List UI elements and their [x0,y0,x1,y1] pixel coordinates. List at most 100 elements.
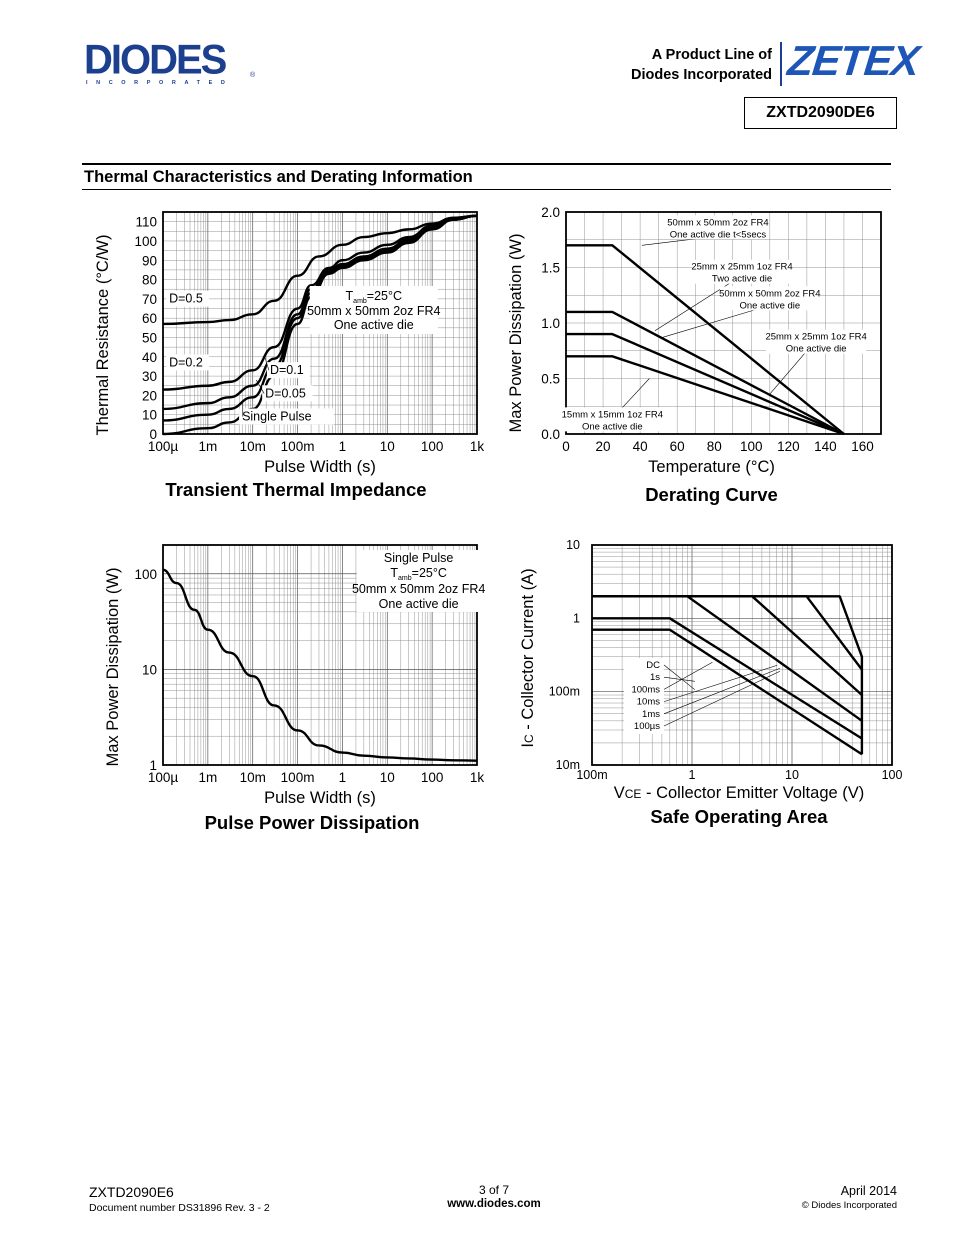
y-tick-label: 100 [134,234,157,249]
y-tick-label: 10 [142,662,157,677]
y-tick-label: 70 [142,292,157,307]
y-axis-label-i: I [519,743,537,748]
y-tick-label: 10 [142,408,157,423]
y-tick-label: 80 [142,273,157,288]
legend-leader [663,664,778,702]
label-leader [662,308,760,338]
y-tick-label: 40 [142,350,157,365]
x-tick-label: 10 [380,439,395,454]
series-label-bg [166,290,210,307]
label-line-2: One active die [582,421,643,432]
legend-entry: 1ms [642,709,660,720]
plot-frame [162,544,478,766]
x-tick-label: 1 [339,439,347,454]
label-line-1: 15mm x 15mm 1oz FR4 [562,409,663,420]
series-label-bg [262,385,313,402]
label-leader [263,354,270,371]
x-tick-label: 100m [281,439,315,454]
series-label: D=0.05 [265,386,306,400]
x-tick-label: 10m [240,770,266,785]
footer-center: 3 of 7 www.diodes.com [0,1183,954,1211]
chart-title: Derating Curve [645,484,778,505]
legend-entry: 100ms [631,684,660,695]
plot-frame [591,544,893,766]
x-tick-label: 1k [470,439,485,454]
footer-date: April 2014 [840,1184,897,1198]
chart-title: Safe Operating Area [650,806,828,827]
legend-leader [663,661,713,690]
y-tick-label: 1 [149,758,157,773]
diodes-logo: DIODES ® INCORPORATED [84,39,255,88]
section-rule-bottom [82,189,891,190]
y-axis-label-rest: - Collector Current (A) [519,568,537,734]
legend-leader [663,664,696,690]
legend-entry: 100µs [634,721,660,732]
product-line-text: A Product Line of Diodes Incorporated [631,45,772,85]
x-tick-label: 100µ [148,770,179,785]
brand-divider [780,42,782,86]
footer-doc-number: Document number DS31896 Rev. 3 - 2 [89,1202,270,1214]
y-tick-label: 0.0 [541,427,560,442]
legend-bg [624,658,664,734]
series-line-d-0-2 [162,214,478,391]
series-label-bg [239,408,334,425]
x-tick-label: 60 [670,439,685,454]
label-line-2: Two active die [712,274,772,285]
y-axis-label: Max Power Dissipation (W) [104,568,122,767]
annotation-t: T [346,289,354,303]
y-tick-label: 100 [134,567,157,582]
annotation-die: One active die [334,318,414,332]
series-line-single-pulse [162,214,478,436]
annotation-line: Single Pulse [384,551,454,565]
y-axis-label-c: C [522,734,536,743]
label-leader [769,351,807,395]
y-tick-label: 50 [142,330,157,345]
y-tick-label: 10 [566,538,580,552]
soa-series-line [592,595,864,755]
x-tick-label: 100 [421,770,444,785]
x-tick-label: 1m [198,770,217,785]
chart-title: Pulse Power Dissipation [205,812,420,833]
x-tick-label: 10m [240,439,266,454]
legend-entry: DC [646,660,660,671]
derating-chart: 0 20 40 60 80 100 120 140 160 0.0 0.5 1.0 1.5 2.0 50mm… [507,205,882,505]
y-axis-label: IC - Collector Current (A) [519,568,537,747]
y-tick-label: 100m [549,685,580,699]
x-tick-label: 140 [814,439,837,454]
y-tick-label: 2.0 [541,205,560,220]
x-tick-label: 120 [777,439,800,454]
x-tick-label: 1 [339,770,347,785]
derating-series-line [566,355,845,436]
footer-website-link[interactable]: www.diodes.com [447,1198,541,1210]
footer-part: ZXTD2090E6 [89,1184,174,1200]
x-tick-label: 10 [785,768,799,782]
annotation-bg [309,286,438,334]
label-bg [562,407,663,432]
x-tick-label: 40 [633,439,648,454]
product-line-1: A Product Line of [651,47,772,63]
y-tick-label: 20 [142,388,157,403]
y-tick-label: 30 [142,369,157,384]
footer-copyright: © Diodes Incorporated [801,1200,897,1211]
x-axis-label-ce: CE [625,787,642,801]
y-tick-label: 10m [556,758,580,772]
footer-page: 3 of 7 [478,1183,510,1197]
annotation-board: 50mm x 50mm 2oz FR4 [352,582,485,596]
series-label-bg [266,362,310,379]
logo-subtitle: INCORPORATED [86,80,234,86]
plot-frame [565,211,882,435]
series-line-single-pulse [162,568,478,762]
x-tick-label: 80 [707,439,722,454]
y-tick-label: 90 [142,253,157,268]
x-tick-label: 160 [851,439,874,454]
footer-right: April 2014 © Diodes Incorporated [802,1183,897,1212]
label-bg [667,215,768,240]
annotation-amb: amb [353,298,367,305]
y-tick-label: 1.5 [541,261,560,276]
y-tick-label: 1.0 [541,316,560,331]
series-label: D=0.5 [169,292,203,306]
legend-leader [663,676,695,682]
x-tick-label: 1 [689,768,696,782]
part-number-box: ZXTD2090DE6 [744,97,897,129]
